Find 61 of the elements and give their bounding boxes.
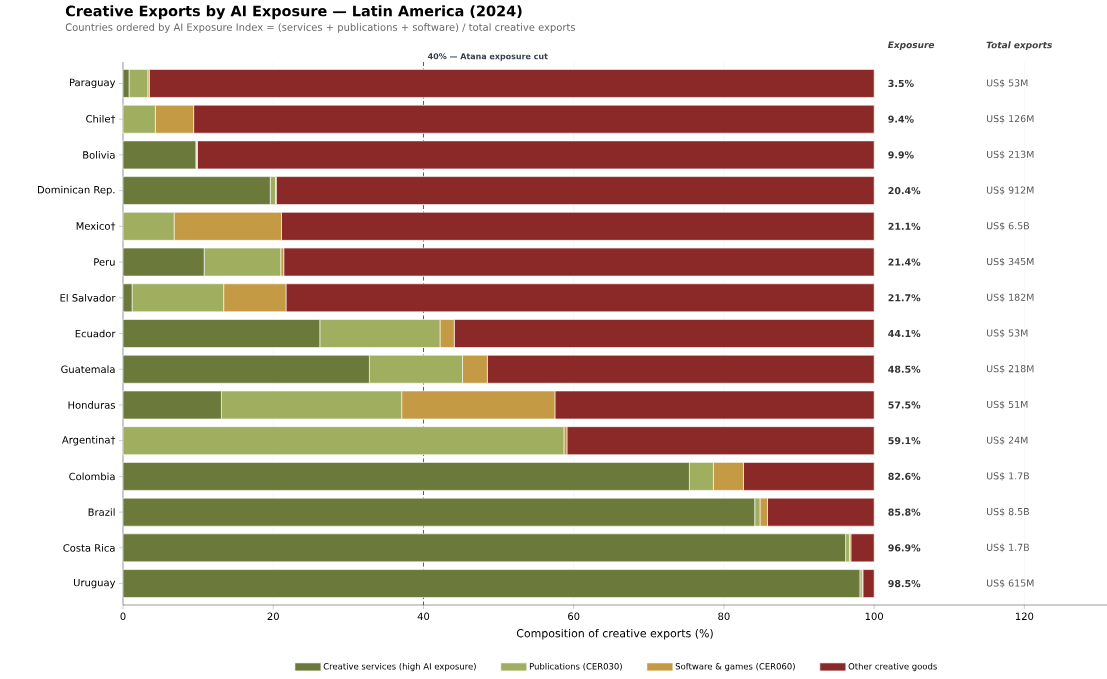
annotation: 9.4% [888, 115, 914, 123]
x-tick-label: 40 [417, 612, 430, 621]
annotation: US$ 912M [987, 186, 1034, 195]
annotation: 3.5% [888, 79, 914, 88]
annotation: US$ 182M [987, 293, 1034, 303]
annotation: 44.1% [888, 329, 921, 338]
y-tick-label: Costa Rica [63, 543, 115, 552]
annotation: 48.5% [888, 365, 921, 373]
y-tick-label: Dominican Rep. [37, 185, 115, 196]
annotation: US$ 218M [987, 364, 1034, 374]
annotation: US$ 53M [987, 329, 1028, 338]
x-tick-label: 20 [267, 612, 279, 621]
annotation: 85.8% [888, 508, 921, 516]
annotation: US$ 53M [987, 79, 1028, 88]
y-tick-label: Guatemala [61, 365, 115, 374]
annotation: 98.5% [888, 579, 921, 588]
x-tick-label: 100 [865, 612, 884, 621]
x-tick-label: 120 [1015, 612, 1034, 621]
annotation: US$ 6.5B [987, 222, 1030, 231]
x-axis-title: Composition of creative exports (%) [516, 628, 713, 640]
annotation: US$ 126M [987, 114, 1034, 124]
annotation: US$ 213M [987, 150, 1034, 160]
x-tick-label: 80 [718, 612, 730, 621]
legend-label: Other creative goods [848, 662, 937, 672]
y-tick-label: Peru [94, 258, 115, 266]
y-tick-label: Paraguay [69, 78, 116, 89]
annotation: 59.1% [888, 437, 921, 445]
annotation: US$ 1.7B [987, 543, 1030, 553]
chart-subtitle: Countries ordered by AI Exposure Index = (services + publications + software) / total creative exports [65, 23, 576, 33]
annotation: 21.7% [888, 294, 921, 302]
y-tick-label: Colombia [69, 472, 115, 481]
annotation: 21.4% [888, 258, 921, 266]
annotation: US$ 615M [987, 579, 1034, 588]
legend-label: Software & games (CER060) [675, 662, 795, 672]
legend-label: Creative services (high AI exposure) [323, 662, 476, 672]
y-tick-label: Ecuador [75, 329, 116, 338]
annotation: 9.9% [888, 151, 914, 159]
annotation: US$ 24M [987, 436, 1028, 445]
text: Total exports [986, 41, 1052, 51]
y-tick-label: Brazil [88, 508, 115, 516]
annotation: 57.5% [888, 401, 921, 409]
y-tick-label: Argentina† [61, 435, 116, 446]
annotation: US$ 1.7B [987, 472, 1030, 481]
text: Exposure [887, 41, 935, 50]
y-tick-label: El Salvador [60, 293, 116, 302]
x-tick-label: 0 [120, 612, 126, 621]
legend-label: Publications (CER030) [529, 662, 622, 671]
annotation: US$ 345M [987, 257, 1034, 267]
annotation: 82.6% [888, 472, 921, 480]
annotation: 21.1% [888, 222, 921, 230]
annotation: US$ 8.5B [987, 507, 1030, 517]
y-tick-label: Uruguay [74, 578, 116, 589]
chart-title: Creative Exports by AI Exposure — Latin America (2024) [65, 5, 522, 20]
x-tick-label: 60 [568, 612, 580, 621]
annotation: 20.4% [888, 187, 921, 195]
y-tick-label: Mexico† [76, 222, 116, 231]
y-tick-label: Bolivia [83, 151, 115, 159]
y-tick-label: Chile† [86, 114, 116, 124]
annotation: 96.9% [888, 544, 921, 552]
y-tick-label: Honduras [68, 401, 115, 409]
annotation: US$ 51M [987, 400, 1028, 410]
